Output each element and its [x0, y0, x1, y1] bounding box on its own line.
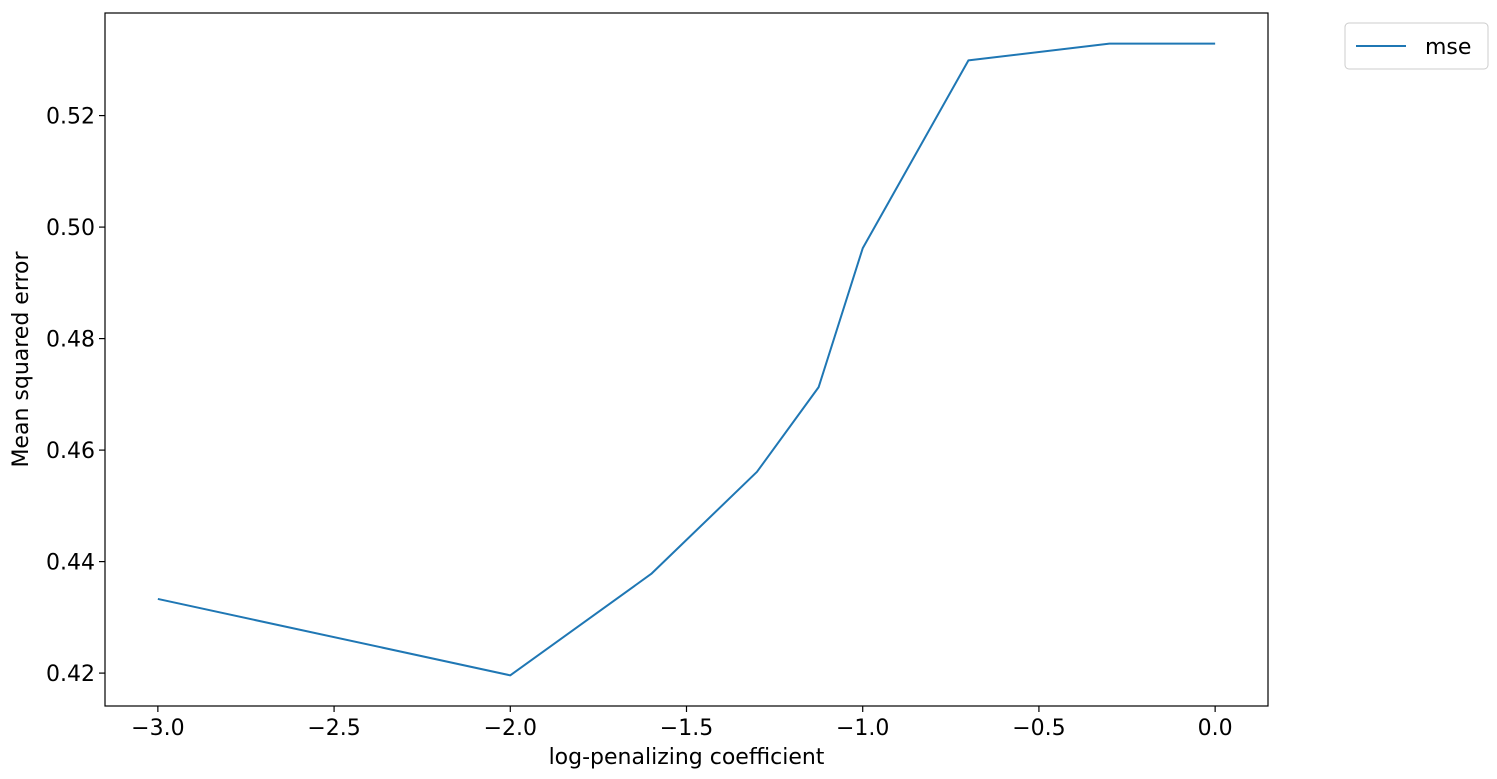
y-tick-label: 0.50 [46, 216, 95, 241]
x-tick-label: −1.5 [660, 716, 713, 741]
legend-frame [1344, 22, 1489, 70]
legend: mse [1344, 22, 1489, 70]
y-tick-label: 0.42 [46, 662, 95, 687]
x-tick-label: −3.0 [131, 716, 184, 741]
x-tick-label: 0.0 [1198, 716, 1233, 741]
x-axis-label: log-penalizing coefficient [549, 745, 825, 770]
y-axis: 0.42 0.44 0.46 0.48 0.50 0.52 [46, 105, 105, 687]
legend-label-mse: mse [1425, 35, 1471, 60]
x-tick-label: −1.0 [836, 716, 889, 741]
series-layer [157, 42, 1216, 677]
y-tick-label: 0.44 [46, 551, 95, 576]
y-tick-label: 0.52 [46, 105, 95, 130]
x-tick-label: −2.0 [484, 716, 537, 741]
y-tick-label: 0.48 [46, 328, 95, 353]
y-tick-label: 0.46 [46, 439, 95, 464]
x-tick-label: −2.5 [307, 716, 360, 741]
x-axis: −3.0 −2.5 −2.0 −1.5 −1.0 −0.5 0.0 [131, 706, 1233, 741]
plot-area [104, 12, 1269, 707]
x-tick-label: −0.5 [1012, 716, 1065, 741]
y-axis-label: Mean squared error [9, 250, 34, 467]
